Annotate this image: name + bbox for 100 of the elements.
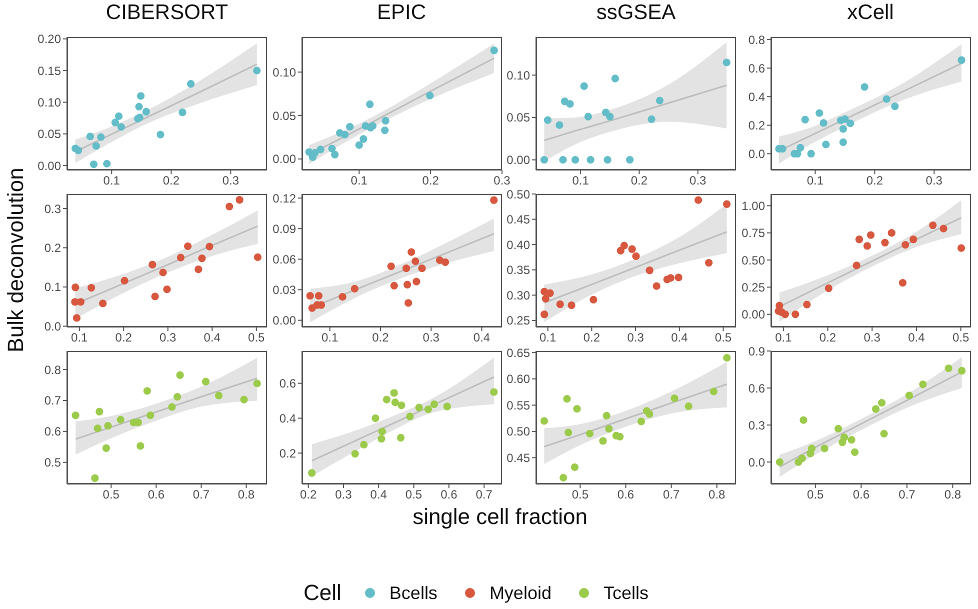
point <box>97 133 105 141</box>
point <box>542 294 550 302</box>
point <box>556 300 564 308</box>
point <box>684 402 692 410</box>
point <box>694 196 702 204</box>
legend-title: Cell <box>304 580 342 606</box>
y-tick-label: 0.30 <box>506 288 530 302</box>
point <box>411 257 419 266</box>
legend-label: Myeloid <box>489 582 552 604</box>
point <box>72 314 81 322</box>
y-tick-label: 0.60 <box>506 372 530 386</box>
point <box>142 108 150 116</box>
point <box>114 112 123 120</box>
point <box>117 123 125 131</box>
point <box>791 310 799 318</box>
point <box>366 100 374 108</box>
point <box>236 196 244 204</box>
point <box>111 118 120 126</box>
chart-title: ssGSEA <box>595 1 677 25</box>
x-tick-label: 0.8 <box>238 488 255 502</box>
point <box>194 266 202 274</box>
chart-title: EPIC <box>376 1 427 25</box>
point <box>382 396 390 404</box>
point <box>91 474 99 482</box>
point <box>254 253 262 261</box>
point <box>490 388 498 396</box>
y-tick-label: 0.06 <box>272 252 296 266</box>
line-series <box>74 377 258 440</box>
point <box>918 380 926 388</box>
x-tick-label: 0.7 <box>475 488 492 502</box>
point <box>72 284 80 292</box>
point <box>159 268 167 276</box>
line-series <box>310 376 494 462</box>
point <box>586 156 594 164</box>
point <box>163 286 171 294</box>
point <box>956 244 965 252</box>
x-tick-label: 0.2 <box>583 330 600 345</box>
y-tick-label: 0.2 <box>748 118 765 132</box>
point <box>143 387 152 395</box>
point <box>802 300 810 308</box>
point <box>847 436 855 444</box>
point <box>563 395 571 403</box>
point <box>414 404 422 412</box>
y-tick-label: 0.00 <box>272 152 296 166</box>
y-tick-label: 0.00 <box>506 153 530 168</box>
x-tick-label: 0.7 <box>192 488 210 502</box>
x-tick-label: 0.2 <box>162 174 180 188</box>
point <box>424 405 432 414</box>
point <box>670 394 678 402</box>
x-tick-label: 0.7 <box>662 488 680 502</box>
point <box>240 396 248 404</box>
x-tick-label: 0.1 <box>103 174 120 188</box>
point <box>184 242 192 250</box>
point <box>939 224 947 232</box>
point <box>834 424 842 433</box>
point <box>871 405 880 413</box>
point <box>780 310 789 318</box>
point <box>606 112 614 120</box>
point <box>546 289 554 297</box>
point <box>898 278 906 287</box>
y-axis-title: Bulk deconvolution <box>3 168 29 352</box>
x-tick-label: 0.3 <box>627 330 644 345</box>
point <box>116 416 124 424</box>
point <box>611 74 620 82</box>
point <box>148 260 156 268</box>
x-tick-label: 0.2 <box>115 330 132 345</box>
x-tick-label: 0.7 <box>898 488 916 502</box>
point <box>850 448 858 456</box>
point <box>723 354 731 362</box>
point <box>253 380 261 388</box>
point <box>350 284 358 293</box>
point <box>360 440 368 449</box>
x-tick-label: 0.4 <box>908 330 925 345</box>
point <box>102 444 110 452</box>
point <box>605 424 613 433</box>
point <box>580 82 588 90</box>
x-tick-label: 0.2 <box>372 330 389 345</box>
point <box>815 109 823 117</box>
point <box>490 46 498 54</box>
point <box>338 293 346 301</box>
x-tick-label: 0.5 <box>952 330 969 345</box>
point <box>860 83 868 91</box>
y-tick-label: 0.4 <box>748 90 765 104</box>
point <box>880 430 888 438</box>
point <box>648 115 656 123</box>
point <box>890 102 898 110</box>
y-tick-label: 0.35 <box>506 263 530 278</box>
point <box>386 262 394 270</box>
point <box>824 284 832 292</box>
y-tick-label: 0.6 <box>748 381 765 396</box>
point <box>796 144 804 152</box>
y-tick-label: 0.50 <box>506 187 530 202</box>
x-tick-label: 0.2 <box>422 174 439 188</box>
y-tick-label: 0.8 <box>748 32 765 47</box>
point <box>838 125 847 133</box>
point <box>176 371 184 379</box>
y-tick-label: 0.00 <box>38 158 62 173</box>
point <box>86 132 94 140</box>
point <box>570 463 579 471</box>
x-tick-label: 0.8 <box>944 488 961 502</box>
